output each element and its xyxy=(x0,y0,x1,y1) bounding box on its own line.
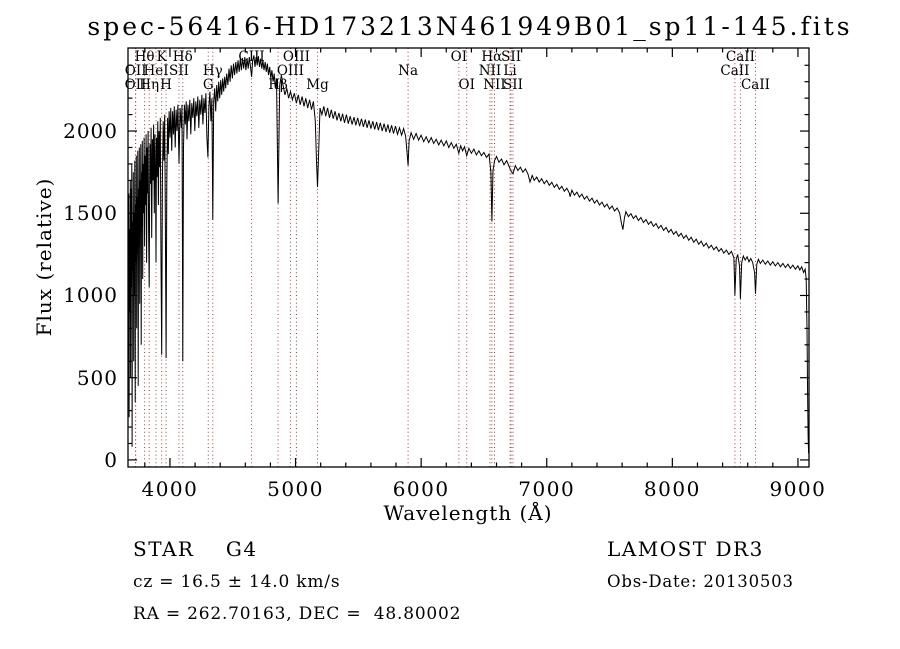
spectral-line-label: K xyxy=(156,49,167,65)
spectral-line-label: SII xyxy=(501,49,522,65)
spectral-line-label: G xyxy=(202,77,214,93)
spectral-line-label: OI xyxy=(458,77,475,93)
y-tick-label: 2000 xyxy=(63,119,118,144)
x-tick-label: 4000 xyxy=(141,477,199,501)
spectral-line-label: Li xyxy=(503,63,517,79)
x-tick-label: 5000 xyxy=(267,477,324,501)
spectral-line-label: SII xyxy=(502,77,523,93)
spectral-line-label: CaII xyxy=(740,77,771,93)
coordinates-text: RA = 262.70163, DEC = 48.80002 xyxy=(133,604,462,624)
spectral-line-label: CIII xyxy=(238,49,265,65)
y-tick-label: 0 xyxy=(104,447,118,472)
x-tick-label: 6000 xyxy=(392,477,450,501)
spectral-line-label: NII xyxy=(478,63,502,79)
object-class-text: STAR G4 xyxy=(133,537,258,561)
radial-velocity-text: cz = 16.5 ± 14.0 km/s xyxy=(133,572,341,592)
obs-date-text: Obs-Date: 20130503 xyxy=(607,572,794,591)
spectral-line-label: Hδ xyxy=(172,49,193,65)
spectral-line-label: H xyxy=(160,77,172,93)
spectral-line-label: SII xyxy=(169,63,189,79)
spectral-line-label: Na xyxy=(398,63,419,79)
spectral-line-label: Hα xyxy=(481,49,503,65)
x-tick-label: 7000 xyxy=(518,477,576,501)
y-tick-label: 1500 xyxy=(63,201,118,226)
spectral-line-label: NII xyxy=(483,77,506,93)
spectral-line-label: OI xyxy=(450,49,468,65)
spectral-line-label: HeI xyxy=(143,63,169,79)
spectral-line-label: OII xyxy=(124,63,147,79)
spectral-line-label: OII xyxy=(124,77,147,93)
spectral-line-label: Hβ xyxy=(268,77,288,93)
spectral-line-label: CaII xyxy=(720,63,750,79)
spectral-line-label: CaII xyxy=(725,49,755,65)
spectral-line-label: Hη xyxy=(139,77,160,93)
y-tick-label: 500 xyxy=(76,365,118,390)
spectral-line-label: OIII xyxy=(282,49,310,65)
y-tick-label: 1000 xyxy=(63,283,118,308)
spectral-line-label: Hγ xyxy=(202,63,223,79)
plot-title: spec-56416-HD173213N461949B01_sp11-145.f… xyxy=(87,12,853,41)
axes-box xyxy=(127,47,810,468)
survey-release-text: LAMOST DR3 xyxy=(607,537,764,561)
x-axis-label: Wavelength (Å) xyxy=(383,501,553,525)
spectral-line-label: Hθ xyxy=(134,49,155,65)
x-tick-label: 9000 xyxy=(769,477,827,501)
x-tick-label: 8000 xyxy=(643,477,701,501)
spectrum-curve xyxy=(127,55,810,454)
spectral-line-label: Mg xyxy=(306,77,329,93)
spectral-line-label: OIII xyxy=(276,63,304,79)
